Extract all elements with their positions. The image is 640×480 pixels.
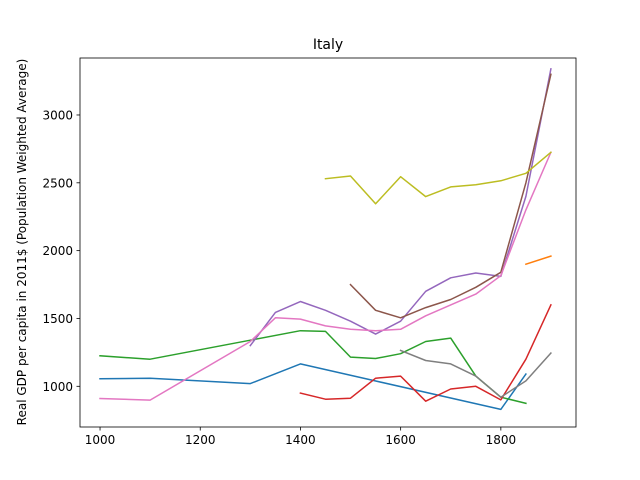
y-tick-label: 2000 [42, 244, 73, 258]
series-line-5 [249, 68, 552, 347]
x-tick-label: 1200 [185, 433, 216, 447]
plot-frame [79, 57, 577, 428]
y-tick-label: 3000 [42, 108, 73, 122]
series-line-8 [399, 349, 552, 398]
y-tick-label: 2500 [42, 176, 73, 190]
series-line-7 [99, 151, 552, 401]
series-line-2 [524, 255, 552, 266]
chart-title: Italy [313, 37, 343, 53]
y-axis-label: Real GDP per capita in 2011$ (Population… [15, 59, 29, 426]
x-tick-label: 1600 [385, 433, 416, 447]
series-line-9 [324, 151, 552, 205]
x-tick-label: 1000 [85, 433, 116, 447]
series-line-1 [99, 363, 527, 411]
series-layer [99, 68, 552, 411]
y-tick-label: 1000 [42, 380, 73, 394]
y-tick-label: 1500 [42, 312, 73, 326]
series-line-4 [299, 303, 552, 402]
x-tick-label: 1400 [285, 433, 316, 447]
x-tick-label: 1800 [486, 433, 517, 447]
axes-layer: 1000 1200 1400 1600 1800 1000 1500 2000 2500 3000 [42, 57, 577, 447]
series-line-6 [349, 73, 552, 319]
